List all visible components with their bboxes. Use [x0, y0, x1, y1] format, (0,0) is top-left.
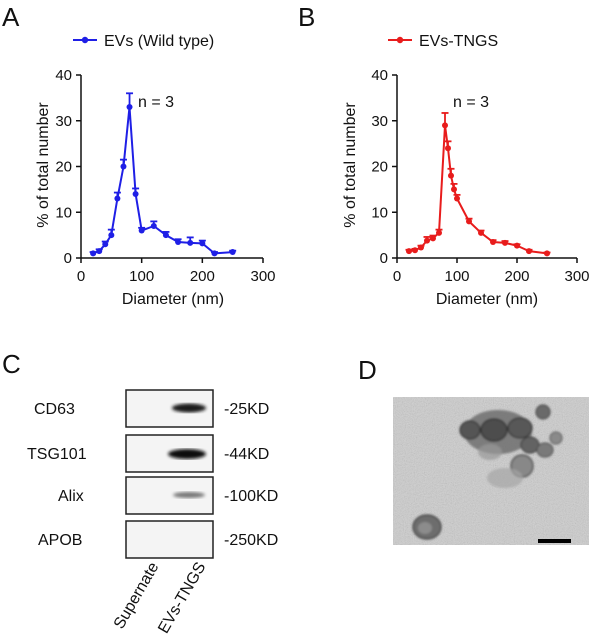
x-tick-label: 100	[444, 268, 469, 285]
data-point	[199, 240, 206, 247]
x-tick-label: 100	[129, 268, 154, 285]
blot-row-label: TSG101	[27, 446, 87, 463]
panel-letter-a: A	[2, 2, 20, 32]
x-tick-label: 0	[393, 268, 401, 285]
y-tick-label: 30	[55, 113, 72, 130]
blot-row-label: Alix	[58, 488, 84, 505]
y-tick-label: 20	[371, 159, 388, 176]
data-point	[490, 238, 496, 245]
blot-size-label: -250KD	[224, 532, 278, 549]
data-point	[430, 235, 436, 242]
legend-a-label: EVs (Wild type)	[104, 33, 214, 50]
x-tick-label: 0	[77, 268, 85, 285]
blot-size-label: -100KD	[224, 488, 278, 505]
data-point	[187, 239, 194, 246]
y-tick-label: 10	[55, 204, 72, 221]
data-point	[406, 248, 412, 255]
series-line	[408, 124, 548, 255]
legend-a-marker	[81, 36, 89, 44]
data-point	[90, 250, 97, 257]
data-point	[114, 195, 121, 202]
panel-letter-d: D	[358, 355, 377, 385]
annotation-b: n = 3	[453, 94, 489, 111]
blot-row: TSG101 -44KD	[27, 434, 269, 473]
blot-band	[172, 403, 206, 413]
data-point	[436, 229, 442, 236]
panel-letter-b: B	[298, 2, 315, 32]
y-tick-label: 40	[371, 67, 388, 84]
data-point	[478, 229, 484, 236]
blot-band	[173, 492, 205, 498]
legend-a: EVs (Wild type)	[73, 33, 214, 50]
data-point	[424, 237, 430, 244]
blot-row-label: APOB	[38, 532, 82, 549]
legend-b-label: EVs-TNGS	[419, 33, 498, 50]
lane-label-evs-tngs: EVs-TNGS	[155, 560, 209, 637]
blot-size-label: -44KD	[224, 446, 269, 463]
data-point	[108, 232, 115, 239]
data-point	[126, 104, 133, 111]
data-point	[454, 195, 460, 202]
data-point	[451, 186, 457, 193]
annotation-a: n = 3	[138, 94, 174, 111]
x-tick-label: 300	[250, 268, 275, 285]
ylabel-a: % of total number	[35, 102, 52, 228]
data-point	[466, 218, 472, 225]
data-point	[229, 249, 236, 256]
panel-letter-c: C	[2, 349, 21, 379]
data-point	[448, 172, 454, 179]
data-point	[96, 248, 103, 255]
data-point	[138, 227, 145, 234]
y-tick-label: 30	[371, 113, 388, 130]
data-point	[162, 232, 169, 239]
blot-size-label: -25KD	[224, 401, 269, 418]
y-tick-label: 40	[55, 67, 72, 84]
data-point	[120, 163, 127, 170]
xlabel-b: Diameter (nm)	[436, 291, 538, 308]
blot-band	[168, 449, 206, 459]
data-point	[514, 242, 520, 249]
data-point	[175, 238, 182, 245]
blot-row-label: CD63	[34, 401, 75, 418]
data-point	[211, 250, 218, 257]
blot-frame	[125, 520, 214, 559]
y-tick-label: 0	[64, 250, 72, 267]
chart-a: EVs (Wild type) n = 3 % of total number …	[35, 33, 276, 308]
data-point	[445, 145, 451, 152]
blot-row: CD63 -25KD	[34, 389, 269, 428]
y-tick-label: 0	[380, 250, 388, 267]
data-point	[150, 222, 157, 229]
blot-row: Alix -100KD	[58, 476, 278, 515]
y-tick-label: 20	[55, 159, 72, 176]
blot-row: APOB -250KD	[38, 520, 278, 559]
data-point	[418, 244, 424, 251]
series-line	[92, 106, 233, 255]
xlabel-a: Diameter (nm)	[122, 291, 224, 308]
scale-bar	[538, 539, 571, 543]
vesicle-cluster	[412, 404, 563, 540]
legend-b-marker	[396, 36, 404, 44]
western-blot: CD63 -25KD TSG101 -44KD Alix -100KD APOB…	[27, 389, 278, 637]
data-point	[412, 247, 418, 254]
data-point	[102, 241, 109, 248]
tem-micrograph	[393, 397, 589, 545]
x-tick-label: 200	[190, 268, 215, 285]
x-tick-label: 200	[504, 268, 529, 285]
data-point	[502, 239, 508, 246]
legend-b: EVs-TNGS	[388, 33, 498, 50]
data-point	[442, 122, 448, 129]
x-tick-label: 300	[564, 268, 589, 285]
lane-label-supernate: Supernate	[111, 559, 163, 632]
data-point	[132, 190, 139, 197]
chart-b: EVs-TNGS n = 3 % of total number Diamete…	[342, 33, 590, 308]
data-point	[544, 250, 550, 257]
y-tick-label: 10	[371, 204, 388, 221]
ylabel-b: % of total number	[342, 102, 359, 228]
data-point	[526, 248, 532, 255]
